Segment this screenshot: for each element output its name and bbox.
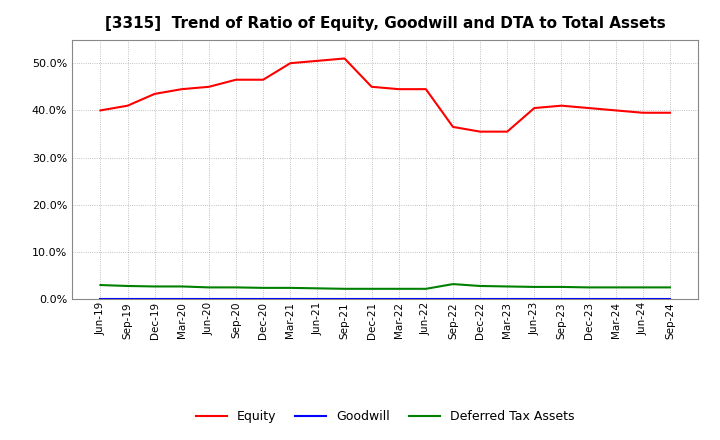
Deferred Tax Assets xyxy=(557,284,566,290)
Deferred Tax Assets xyxy=(476,283,485,289)
Deferred Tax Assets xyxy=(584,285,593,290)
Goodwill xyxy=(286,297,294,302)
Equity xyxy=(530,106,539,111)
Equity xyxy=(259,77,268,82)
Goodwill xyxy=(503,297,511,302)
Deferred Tax Assets xyxy=(367,286,376,291)
Goodwill xyxy=(313,297,322,302)
Goodwill xyxy=(639,297,647,302)
Goodwill xyxy=(421,297,430,302)
Deferred Tax Assets xyxy=(341,286,349,291)
Equity xyxy=(584,106,593,111)
Equity xyxy=(96,108,105,113)
Deferred Tax Assets xyxy=(503,284,511,289)
Goodwill xyxy=(204,297,213,302)
Goodwill xyxy=(367,297,376,302)
Equity xyxy=(178,87,186,92)
Deferred Tax Assets xyxy=(259,285,268,290)
Deferred Tax Assets xyxy=(530,284,539,290)
Goodwill xyxy=(259,297,268,302)
Equity xyxy=(150,91,159,96)
Goodwill xyxy=(557,297,566,302)
Equity xyxy=(476,129,485,134)
Goodwill xyxy=(476,297,485,302)
Deferred Tax Assets xyxy=(611,285,620,290)
Equity xyxy=(639,110,647,115)
Equity xyxy=(611,108,620,113)
Deferred Tax Assets xyxy=(178,284,186,289)
Deferred Tax Assets xyxy=(313,286,322,291)
Equity xyxy=(204,84,213,89)
Deferred Tax Assets xyxy=(204,285,213,290)
Equity xyxy=(503,129,511,134)
Goodwill xyxy=(665,297,674,302)
Equity xyxy=(367,84,376,89)
Legend: Equity, Goodwill, Deferred Tax Assets: Equity, Goodwill, Deferred Tax Assets xyxy=(191,405,580,428)
Equity xyxy=(665,110,674,115)
Deferred Tax Assets xyxy=(96,282,105,288)
Equity xyxy=(286,61,294,66)
Equity xyxy=(449,124,457,129)
Deferred Tax Assets xyxy=(639,285,647,290)
Equity xyxy=(313,58,322,63)
Goodwill xyxy=(96,297,105,302)
Equity xyxy=(557,103,566,108)
Goodwill xyxy=(123,297,132,302)
Deferred Tax Assets xyxy=(449,282,457,287)
Deferred Tax Assets xyxy=(123,283,132,289)
Equity xyxy=(421,87,430,92)
Line: Deferred Tax Assets: Deferred Tax Assets xyxy=(101,284,670,289)
Equity xyxy=(341,56,349,61)
Deferred Tax Assets xyxy=(665,285,674,290)
Goodwill xyxy=(178,297,186,302)
Title: [3315]  Trend of Ratio of Equity, Goodwill and DTA to Total Assets: [3315] Trend of Ratio of Equity, Goodwil… xyxy=(105,16,665,32)
Goodwill xyxy=(584,297,593,302)
Deferred Tax Assets xyxy=(232,285,240,290)
Deferred Tax Assets xyxy=(421,286,430,291)
Goodwill xyxy=(150,297,159,302)
Deferred Tax Assets xyxy=(286,285,294,290)
Goodwill xyxy=(530,297,539,302)
Goodwill xyxy=(395,297,403,302)
Equity xyxy=(232,77,240,82)
Line: Equity: Equity xyxy=(101,59,670,132)
Equity xyxy=(395,87,403,92)
Goodwill xyxy=(449,297,457,302)
Goodwill xyxy=(232,297,240,302)
Deferred Tax Assets xyxy=(150,284,159,289)
Goodwill xyxy=(611,297,620,302)
Equity xyxy=(123,103,132,108)
Goodwill xyxy=(341,297,349,302)
Deferred Tax Assets xyxy=(395,286,403,291)
